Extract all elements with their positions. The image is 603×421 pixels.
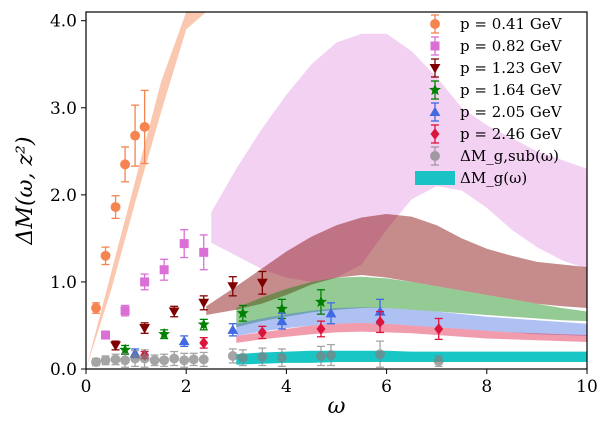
data-point: [101, 330, 111, 340]
data-point: [130, 104, 141, 167]
legend-entry: ΔM_g,sub(ω): [430, 146, 559, 166]
legend: p = 0.41 GeV p = 0.82 GeV p = 1.23 GeV p = …: [415, 14, 563, 187]
band: [236, 350, 587, 365]
data-point: [110, 353, 121, 366]
data-point: [140, 273, 150, 291]
series-3: [119, 289, 327, 355]
data-point: [199, 337, 209, 349]
band: [86, 12, 207, 369]
data-point: [375, 340, 386, 368]
data-point: [110, 195, 121, 220]
legend-entry: p = 1.64 GeV: [429, 80, 563, 100]
data-point: [276, 312, 288, 330]
legend-entry: ΔM_g(ω): [415, 169, 527, 187]
band: [206, 214, 587, 315]
x-tick-label: 10: [576, 377, 598, 397]
data-point: [199, 234, 209, 271]
legend-entry: p = 0.41 GeV: [430, 14, 563, 34]
data-point: [315, 289, 327, 315]
x-tick-label: 2: [181, 377, 192, 397]
data-point: [257, 347, 268, 367]
data-point: [120, 304, 130, 317]
series-0: [91, 89, 150, 314]
data-point: [159, 258, 169, 281]
data-point: [326, 343, 336, 367]
data-point: [179, 229, 189, 259]
legend-label: p = 0.41 GeV: [460, 15, 563, 33]
data-point: [130, 350, 141, 368]
legend-entry: p = 0.82 GeV: [430, 36, 563, 56]
data-point: [179, 352, 190, 368]
data-point: [120, 146, 131, 183]
legend-label: ΔM_g(ω): [460, 169, 527, 187]
data-point: [139, 322, 151, 334]
data-point: [159, 353, 170, 368]
data-point: [178, 335, 190, 348]
data-point: [227, 323, 239, 337]
data-point: [316, 320, 326, 338]
series-6: [91, 340, 444, 368]
data-point: [139, 89, 150, 165]
data-point: [375, 310, 385, 334]
x-tick-label: 8: [481, 377, 492, 397]
data-point: [316, 345, 326, 367]
data-point: [139, 349, 150, 368]
data-point: [91, 357, 101, 367]
data-point: [149, 354, 160, 367]
data-point: [276, 348, 287, 368]
y-tick-label: 0.0: [50, 360, 77, 380]
points-layer: [91, 89, 444, 368]
data-point: [158, 327, 171, 340]
data-point: [120, 352, 131, 368]
band: [211, 33, 587, 282]
x-tick-label: 6: [381, 377, 392, 397]
data-point: [227, 276, 239, 297]
legend-label: ΔM_g,sub(ω): [460, 147, 559, 165]
x-tick-label: 0: [81, 377, 92, 397]
x-tick-label: 4: [281, 377, 292, 397]
series-2: [110, 270, 268, 351]
legend-entry: p = 2.05 GeV: [429, 102, 563, 122]
data-point: [188, 352, 199, 367]
legend-entry: p = 2.46 GeV: [430, 124, 563, 144]
data-point: [198, 295, 210, 311]
y-tick-label: 2.0: [50, 186, 77, 206]
data-point: [257, 325, 267, 340]
ticks-layer: 0 2 4 6 8 10 0.0 1.0 2.0 3.0 4.0: [50, 12, 598, 397]
y-axis-label: ΔM(ω, z²): [13, 137, 38, 246]
legend-label: p = 1.64 GeV: [460, 81, 563, 99]
data-point: [325, 302, 337, 325]
legend-entry: p = 1.23 GeV: [429, 58, 563, 78]
data-point: [91, 302, 101, 314]
data-point: [100, 246, 111, 266]
data-point: [256, 270, 268, 295]
y-tick-label: 1.0: [50, 273, 77, 293]
x-axis-label: ω: [328, 394, 346, 419]
data-point: [434, 317, 444, 341]
data-point: [198, 351, 209, 368]
data-point: [100, 355, 111, 366]
legend-label: p = 0.82 GeV: [460, 37, 563, 55]
y-tick-label: 3.0: [50, 99, 77, 119]
legend-label: p = 2.46 GeV: [460, 125, 563, 143]
series-1: [101, 229, 209, 340]
data-point: [110, 340, 121, 351]
data-point: [433, 355, 444, 368]
data-point: [169, 350, 180, 367]
plot-frame: [85, 11, 588, 370]
data-point: [168, 305, 180, 318]
data-point: [236, 304, 249, 322]
data-point: [227, 348, 238, 364]
data-point: [237, 349, 248, 367]
data-point: [197, 318, 210, 331]
legend-label: p = 2.05 GeV: [460, 103, 563, 121]
legend-label: p = 1.23 GeV: [460, 59, 563, 77]
y-tick-label: 4.0: [50, 12, 77, 32]
